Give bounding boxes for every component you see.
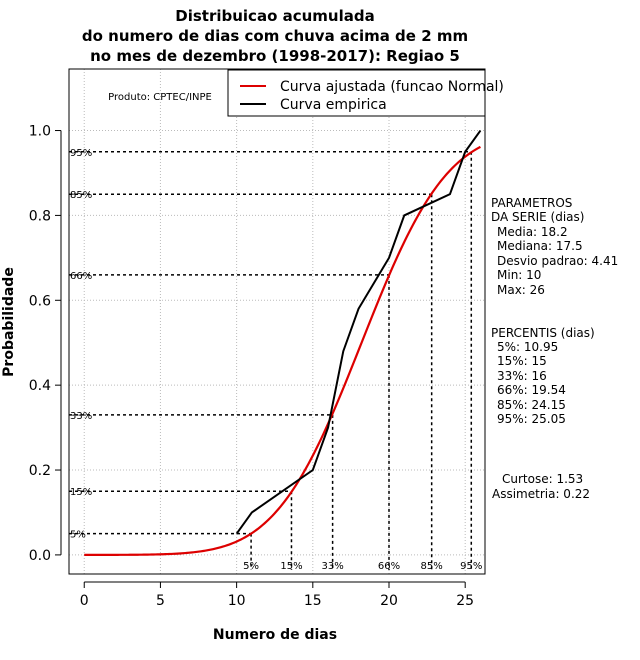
series-lines bbox=[84, 129, 482, 556]
chart-title-line-3: no mes de dezembro (1998-2017): Regiao 5 bbox=[90, 47, 460, 65]
percentil-66: 66%: 19.54 bbox=[497, 383, 566, 397]
percentile-xlabel-2: 33% bbox=[322, 561, 344, 572]
legend: Curva ajustada (funcao Normal) Curva emp… bbox=[227, 69, 504, 117]
plot-frame bbox=[68, 68, 486, 575]
parameter-mediana: Mediana: 17.5 bbox=[497, 239, 583, 253]
chart-title-line-2: do numero de dias com chuva acima de 2 m… bbox=[82, 27, 468, 45]
x-tick-label-2: 10 bbox=[228, 593, 246, 609]
percentile-ylabel-1: 15% bbox=[70, 487, 92, 498]
percentile-ylabel-3: 66% bbox=[70, 271, 92, 282]
percentile-xlabel-5: 95% bbox=[460, 561, 482, 572]
percentil-15: 15%: 15 bbox=[497, 354, 547, 368]
grid bbox=[69, 69, 485, 574]
y-tick-label-5: 1.0 bbox=[29, 124, 51, 140]
product-label: Produto: CPTEC/INPE bbox=[108, 92, 212, 103]
x-tick-label-3: 15 bbox=[304, 593, 322, 609]
plot-area: 5% 5% 15% 15% 33% 33% 66% 66% 85% 85% 95% 95% bbox=[68, 68, 486, 575]
percentile-ylabel-4: 85% bbox=[70, 190, 92, 201]
x-tick-label-1: 5 bbox=[156, 593, 165, 609]
percentile-xlabel-0: 5% bbox=[243, 561, 259, 572]
side-panel: PARAMETROS DA SERIE (dias) Media: 18.2 M… bbox=[491, 196, 618, 501]
empirical-curve bbox=[235, 129, 482, 535]
x-tick-label-5: 25 bbox=[456, 593, 474, 609]
percentile-xlabel-4: 85% bbox=[421, 561, 443, 572]
y-tick-label-2: 0.4 bbox=[29, 378, 51, 394]
assimetria: Assimetria: 0.22 bbox=[492, 487, 590, 501]
percentile-lines: 5% 5% 15% 15% 33% 33% 66% 66% 85% 85% 95% 95% bbox=[69, 148, 482, 572]
legend-box bbox=[227, 69, 486, 117]
y-axis: 0.0 0.2 0.4 0.6 0.8 1.0 bbox=[29, 124, 62, 564]
percentile-ylabel-2: 33% bbox=[70, 411, 92, 422]
y-tick-label-4: 0.8 bbox=[29, 208, 51, 224]
x-axis: 0 5 10 15 20 25 bbox=[80, 581, 474, 609]
parameter-min: Min: 10 bbox=[497, 268, 541, 282]
y-tick-label-1: 0.2 bbox=[29, 463, 51, 479]
parameter-media: Media: 18.2 bbox=[497, 225, 568, 239]
fitted-normal-curve bbox=[84, 145, 481, 556]
parameter-desvio: Desvio padrao: 4.41 bbox=[497, 254, 618, 268]
y-tick-label-0: 0.0 bbox=[29, 548, 51, 564]
legend-label-fitted: Curva ajustada (funcao Normal) bbox=[280, 79, 504, 95]
parameters-title-1: PARAMETROS bbox=[491, 196, 572, 210]
parameter-max: Max: 26 bbox=[497, 283, 545, 297]
y-axis-label: Probabilidade bbox=[1, 267, 17, 377]
x-axis-label: Numero de dias bbox=[213, 627, 337, 643]
percentil-33: 33%: 16 bbox=[497, 369, 547, 383]
percentile-ylabel-5: 95% bbox=[70, 148, 92, 159]
x-tick-label-0: 0 bbox=[80, 593, 89, 609]
curtose: Curtose: 1.53 bbox=[502, 472, 583, 486]
percentil-95: 95%: 25.05 bbox=[497, 412, 566, 426]
percentis-title: PERCENTIS (dias) bbox=[491, 326, 595, 340]
legend-label-empirical: Curva empirica bbox=[280, 97, 387, 113]
parameters-title-2: DA SERIE (dias) bbox=[491, 210, 584, 224]
percentil-85: 85%: 24.15 bbox=[497, 398, 566, 412]
x-tick-label-4: 20 bbox=[380, 593, 398, 609]
percentile-xlabel-3: 66% bbox=[378, 561, 400, 572]
percentile-ylabel-0: 5% bbox=[70, 530, 86, 541]
percentil-5: 5%: 10.95 bbox=[497, 340, 558, 354]
y-tick-label-3: 0.6 bbox=[29, 293, 51, 309]
percentile-xlabel-1: 15% bbox=[280, 561, 302, 572]
chart-title-line-1: Distribuicao acumulada bbox=[175, 7, 374, 25]
